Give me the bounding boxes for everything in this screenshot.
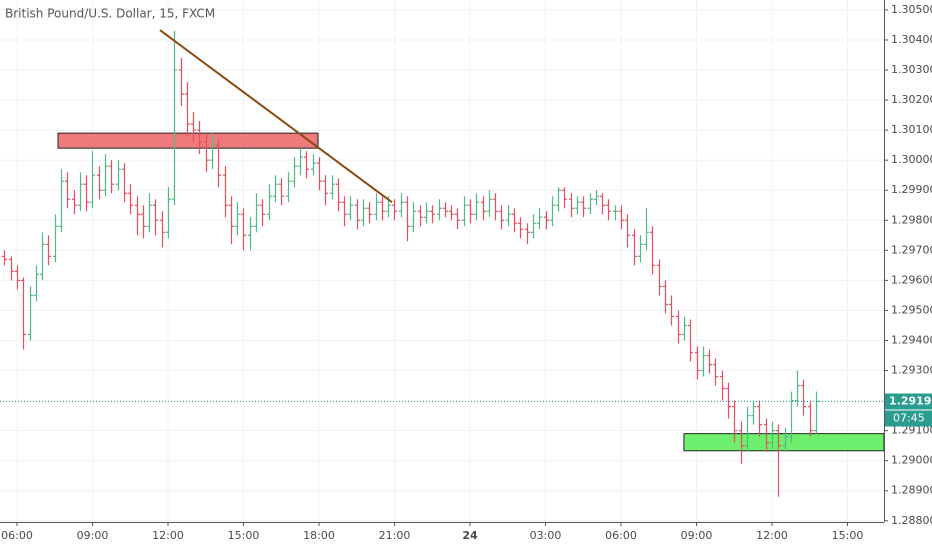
y-tick-label: 1.29500 — [891, 303, 932, 316]
x-tick-label: 06:00 — [605, 529, 637, 542]
last-price-box — [885, 393, 932, 410]
x-tick-label: 15:00 — [228, 529, 260, 542]
y-tick-label: 1.29000 — [891, 454, 932, 467]
y-tick-label: 1.30000 — [891, 153, 932, 166]
y-tick-label: 1.30100 — [891, 123, 932, 136]
x-tick-label: 12:00 — [756, 529, 788, 542]
y-tick-label: 1.30500 — [891, 3, 932, 16]
trendline — [159, 29, 393, 204]
y-tick-label: 1.29800 — [891, 213, 932, 226]
zone — [683, 433, 885, 452]
y-tick-label: 1.30300 — [891, 63, 932, 76]
y-tick-label: 1.28900 — [891, 484, 932, 497]
y-tick-label: 1.30200 — [891, 93, 932, 106]
y-tick-label: 1.29100 — [891, 424, 932, 437]
x-tick-label: 21:00 — [379, 529, 411, 542]
x-tick-label: 09:00 — [77, 529, 109, 542]
x-tick-label: 06:00 — [1, 529, 33, 542]
x-tick-label: 24 — [462, 529, 478, 542]
y-tick-label: 1.29900 — [891, 183, 932, 196]
y-tick-label: 1.30400 — [891, 33, 932, 46]
plot — [0, 29, 885, 497]
y-tick-label: 1.28800 — [891, 514, 932, 527]
last-price-label: 1.29197 — [889, 394, 932, 407]
x-tick-label: 18:00 — [303, 529, 335, 542]
axes: 1.288001.289001.290001.291001.292001.293… — [1, 3, 932, 542]
x-tick-label: 09:00 — [681, 529, 713, 542]
x-tick-label: 03:00 — [530, 529, 562, 542]
grid — [0, 0, 884, 522]
y-tick-label: 1.29400 — [891, 333, 932, 346]
countdown-box — [885, 410, 932, 427]
chart-title: British Pound/U.S. Dollar, 15, FXCM — [5, 7, 215, 21]
countdown-label: 07:45 — [893, 411, 925, 424]
y-tick-label: 1.29300 — [891, 364, 932, 377]
y-tick-label: 1.29600 — [891, 273, 932, 286]
y-tick-label: 1.29700 — [891, 243, 932, 256]
x-tick-label: 12:00 — [152, 529, 184, 542]
x-tick-label: 15:00 — [832, 529, 864, 542]
